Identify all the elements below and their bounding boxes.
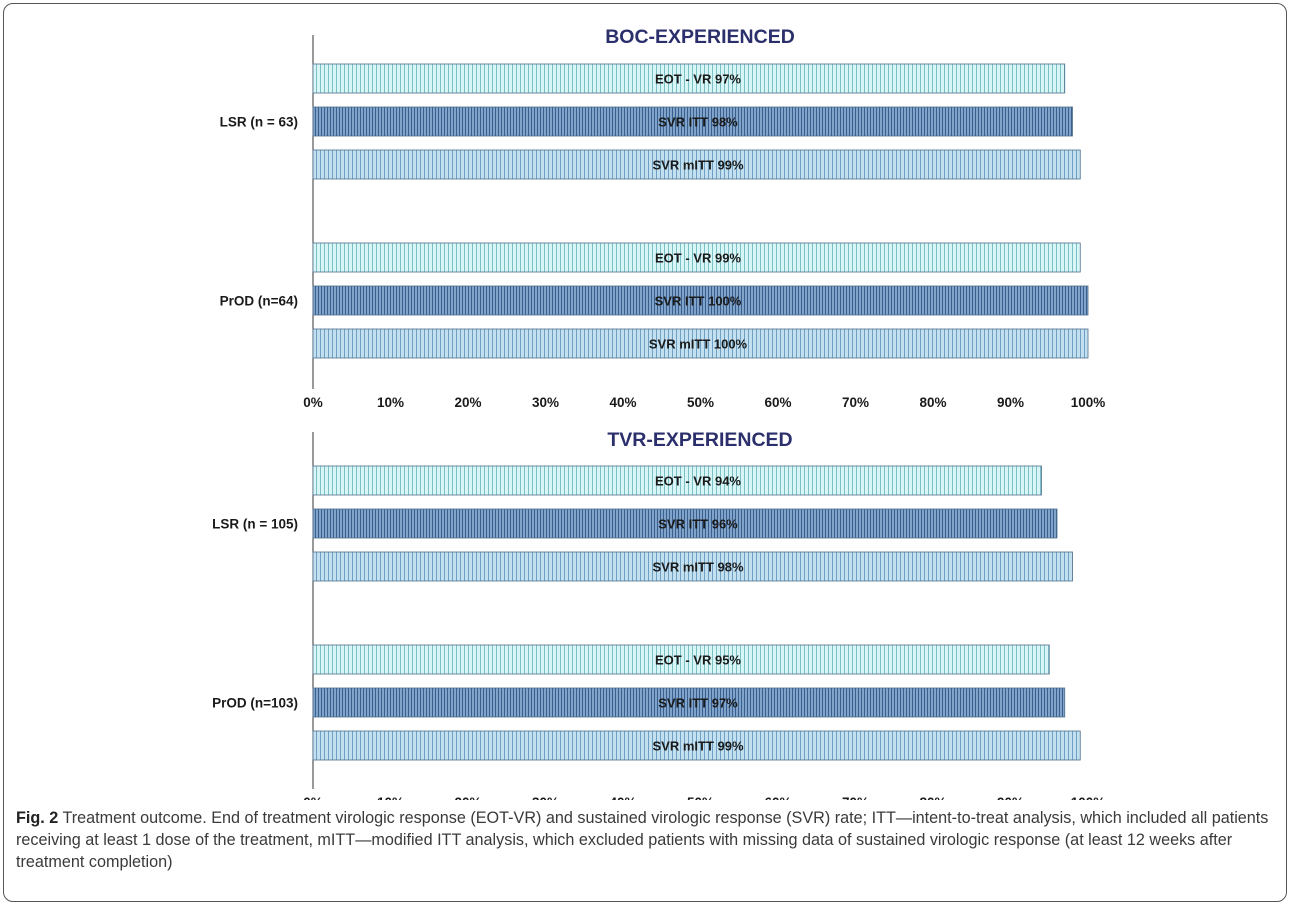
caption-label: Fig. 2 <box>16 809 59 827</box>
x-tick-label: 10% <box>377 795 404 800</box>
x-tick-label: 0% <box>303 395 323 410</box>
group-label: PrOD (n=64) <box>220 294 298 309</box>
chart-area: BOC-EXPERIENCED LSR (n = 63) EOT - VR 97% S… <box>212 26 1106 800</box>
bar-data-label: SVR ITT 98% <box>658 115 738 130</box>
bar-data-label: SVR mITT 99% <box>652 158 743 173</box>
bar-data-label: SVR ITT 97% <box>658 696 738 711</box>
x-tick-label: 60% <box>764 395 791 410</box>
bar <box>312 551 1073 582</box>
bar <box>312 508 1058 539</box>
x-tick-label: 20% <box>454 795 481 800</box>
bar <box>312 285 1089 316</box>
bar <box>312 465 1042 496</box>
x-tick-label: 80% <box>919 395 946 410</box>
bar <box>312 730 1081 761</box>
bar <box>312 106 1073 137</box>
bar <box>312 149 1081 180</box>
x-tick-label: 10% <box>377 395 404 410</box>
bar-data-label: SVR mITT 98% <box>652 560 743 575</box>
chart-title: TVR-EXPERIENCED <box>607 429 792 451</box>
chart-panel-2: TVR-EXPERIENCED LSR (n = 105) EOT - VR 94%… <box>212 429 1105 800</box>
bar <box>312 63 1066 94</box>
bar-data-label: EOT - VR 99% <box>655 251 741 266</box>
bar <box>312 644 1050 675</box>
x-tick-label: 50% <box>687 795 714 800</box>
bar <box>312 242 1081 273</box>
x-tick-label: 90% <box>997 795 1024 800</box>
bar-data-label: SVR ITT 96% <box>658 517 738 532</box>
bar-data-label: SVR mITT 99% <box>652 739 743 754</box>
x-tick-label: 20% <box>454 395 481 410</box>
bar-data-label: EOT - VR 95% <box>655 653 741 668</box>
bar-data-label: SVR mITT 100% <box>649 337 748 352</box>
bar <box>312 687 1066 718</box>
figure-frame <box>3 3 1287 902</box>
group-label: LSR (n = 63) <box>220 115 298 130</box>
chart-title: BOC-EXPERIENCED <box>605 26 795 48</box>
group-label: PrOD (n=103) <box>212 696 298 711</box>
x-tick-label: 70% <box>842 395 869 410</box>
group-label: LSR (n = 105) <box>212 517 298 532</box>
x-tick-label: 100% <box>1071 395 1106 410</box>
bar-data-label: SVR ITT 100% <box>655 294 742 309</box>
x-tick-label: 30% <box>532 795 559 800</box>
x-tick-label: 0% <box>303 795 323 800</box>
chart-panel-1: BOC-EXPERIENCED LSR (n = 63) EOT - VR 97% S… <box>220 26 1106 410</box>
bar-data-label: EOT - VR 97% <box>655 72 741 87</box>
x-tick-label: 40% <box>609 395 636 410</box>
x-tick-label: 90% <box>997 395 1024 410</box>
x-tick-label: 80% <box>919 795 946 800</box>
x-tick-label: 40% <box>609 795 636 800</box>
x-tick-label: 70% <box>842 795 869 800</box>
bar <box>312 328 1089 359</box>
x-tick-label: 60% <box>764 795 791 800</box>
figure-caption: Fig. 2 Treatment outcome. End of treatme… <box>16 807 1281 873</box>
bar-data-label: EOT - VR 94% <box>655 474 741 489</box>
caption-text: Treatment outcome. End of treatment viro… <box>16 809 1269 871</box>
x-tick-label: 30% <box>532 395 559 410</box>
x-tick-label: 100% <box>1071 795 1106 800</box>
x-tick-label: 50% <box>687 395 714 410</box>
